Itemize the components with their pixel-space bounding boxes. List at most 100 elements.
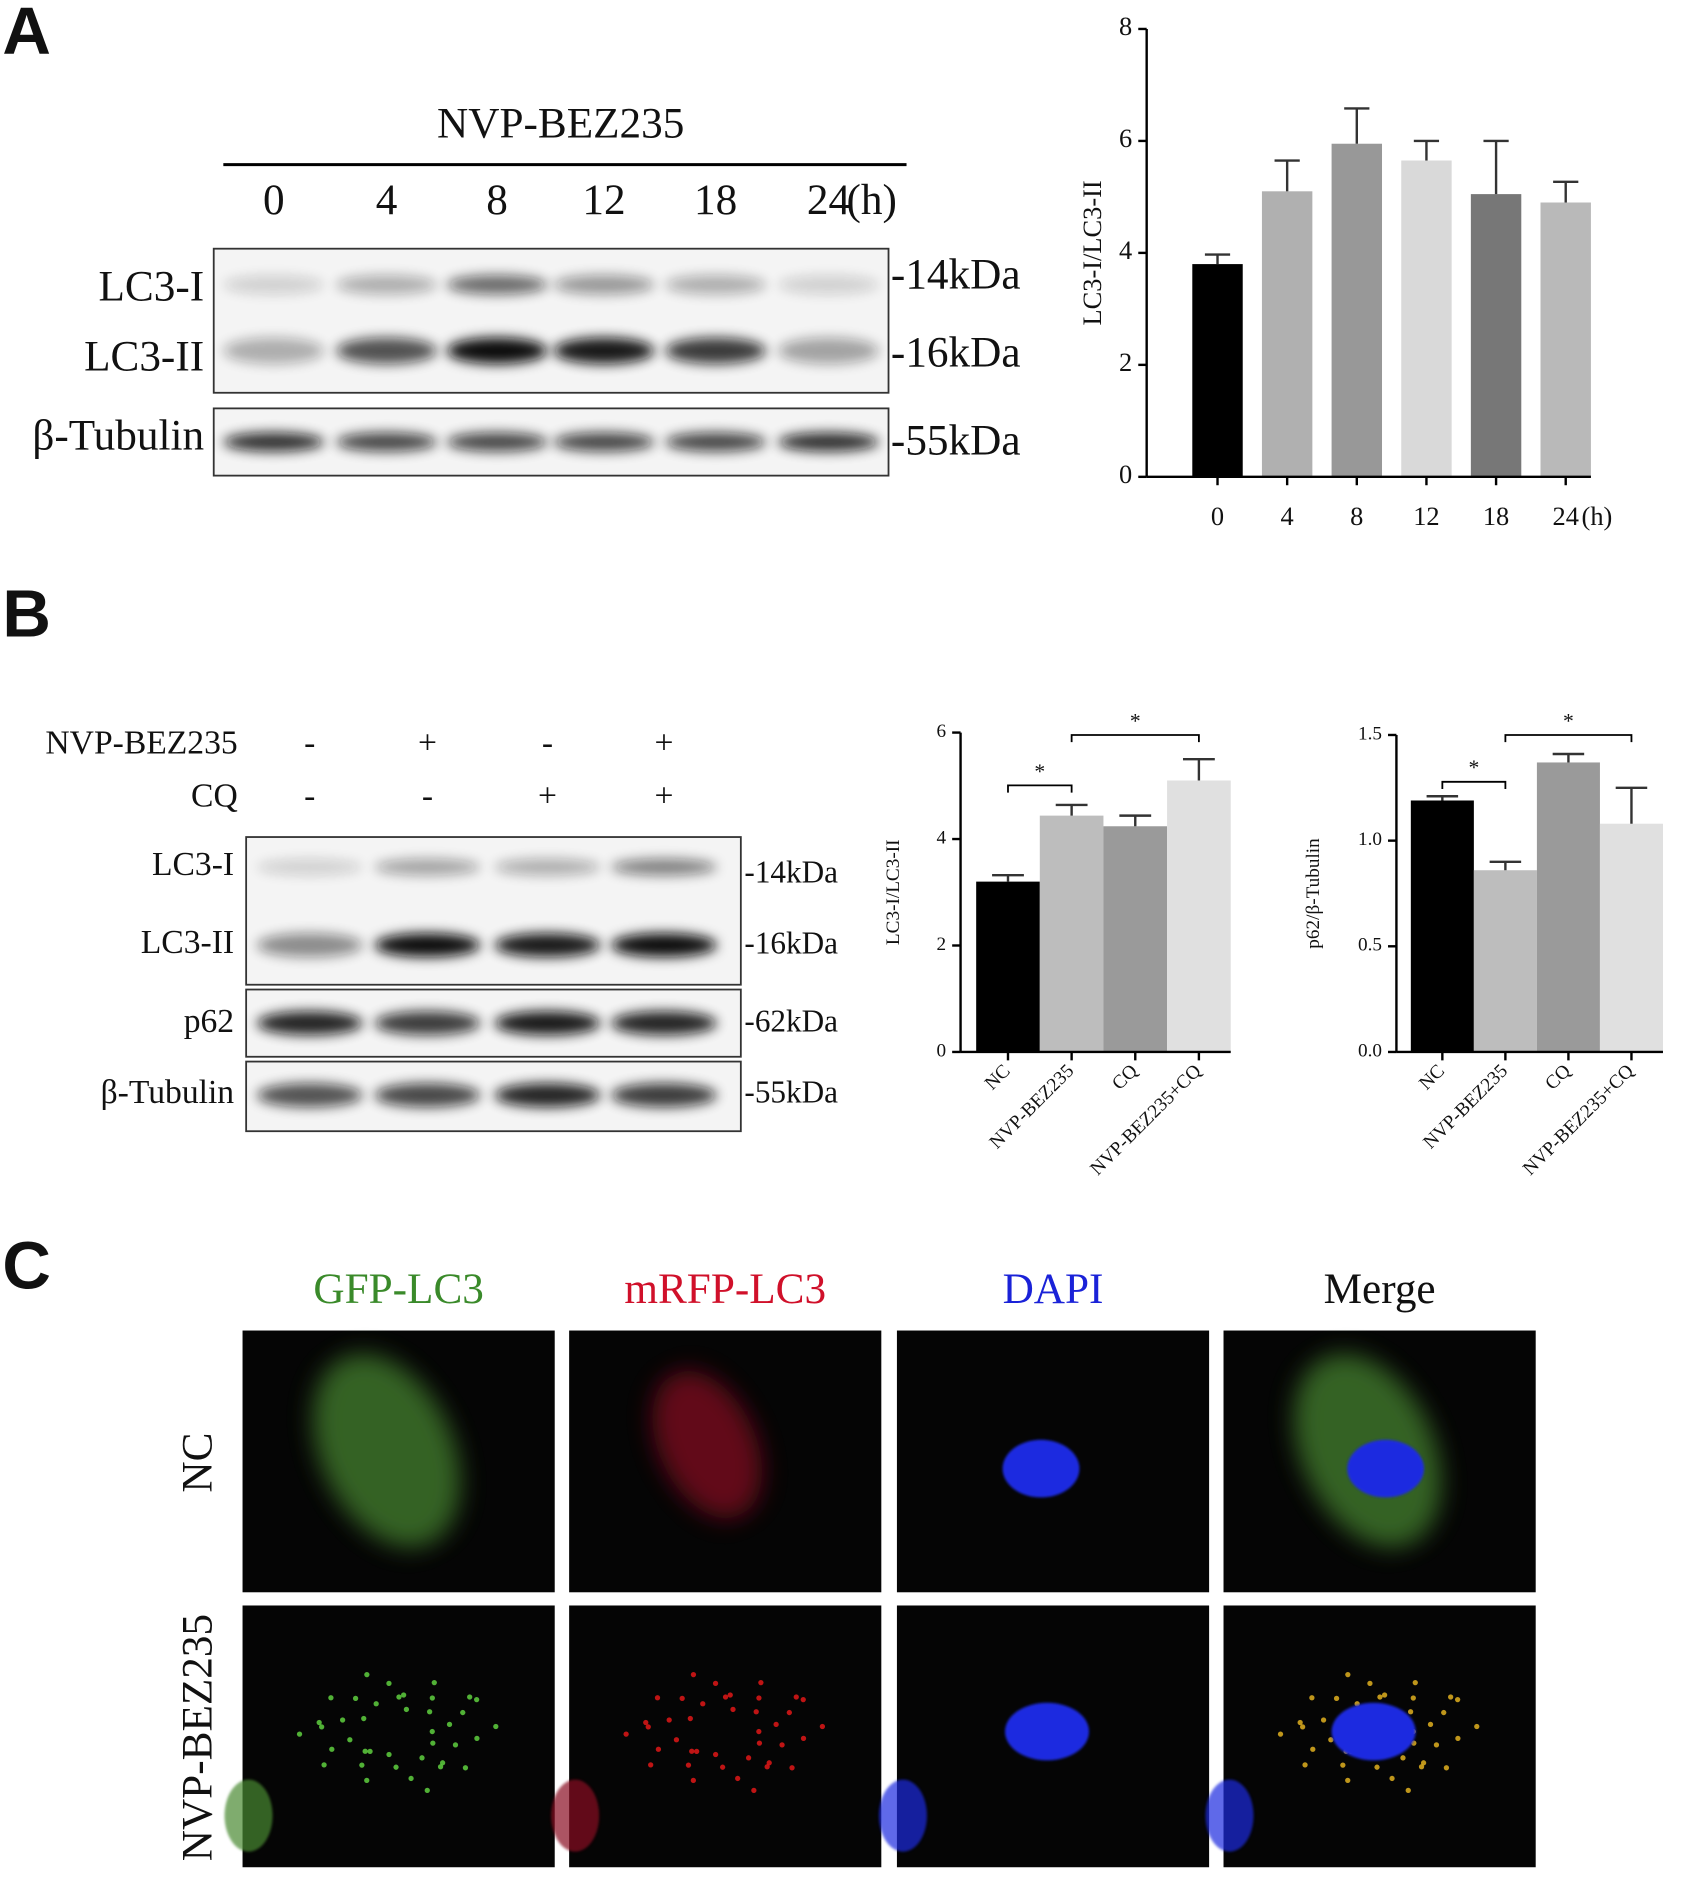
significance-bracket: [1070, 734, 1200, 743]
puncta: [364, 1777, 370, 1784]
puncta: [751, 1787, 757, 1793]
row-label: NVP-BEZ235: [45, 725, 237, 762]
bar: [1599, 823, 1663, 1052]
y-axis-label: LC3-I/LC3-II: [1077, 180, 1107, 325]
puncta: [1297, 1719, 1303, 1726]
puncta: [793, 1694, 799, 1700]
y-tick-label: 6: [937, 721, 947, 742]
band: [256, 1011, 363, 1036]
band: [665, 275, 767, 295]
edge-cell: [878, 1779, 927, 1852]
puncta: [1277, 1731, 1284, 1737]
bar: [1331, 143, 1383, 477]
puncta: [1345, 1671, 1351, 1678]
x-tick-label: CQ: [1108, 1060, 1142, 1094]
puncta: [364, 1671, 370, 1678]
puncta: [359, 1762, 365, 1768]
puncta: [430, 1740, 436, 1746]
band: [665, 337, 767, 364]
nucleus: [1347, 1439, 1425, 1498]
puncta: [712, 1680, 719, 1686]
y-tick-label: 2: [937, 934, 947, 955]
band: [336, 275, 438, 295]
puncta: [426, 1709, 433, 1715]
band: [778, 275, 879, 295]
puncta: [1454, 1697, 1461, 1703]
puncta: [1309, 1695, 1315, 1701]
puncta: [1443, 1765, 1450, 1771]
edge-cell: [551, 1779, 600, 1852]
puncta: [766, 1760, 772, 1766]
band: [374, 1083, 481, 1108]
significance-bracket: [1007, 784, 1073, 793]
significance-label: *: [1034, 759, 1045, 783]
bar: [1536, 762, 1600, 1052]
sign: -: [542, 725, 553, 762]
puncta: [386, 1751, 392, 1758]
protein-label: LC3-II: [141, 924, 234, 961]
size-label: -16kDa: [744, 925, 838, 960]
puncta: [819, 1723, 826, 1730]
puncta: [329, 1746, 335, 1752]
band: [336, 432, 438, 452]
significance-bracket: [1504, 734, 1633, 743]
puncta: [437, 1764, 444, 1770]
nucleus: [1331, 1702, 1416, 1761]
edge-cell: [1205, 1779, 1254, 1852]
puncta: [1320, 1717, 1327, 1723]
channel-label: Merge: [1324, 1265, 1436, 1313]
puncta: [779, 1742, 785, 1748]
row-label: CQ: [191, 777, 238, 814]
puncta: [753, 1709, 759, 1715]
puncta: [800, 1697, 806, 1703]
sign: +: [538, 777, 557, 814]
y-tick-label: 4: [1119, 235, 1132, 265]
band: [256, 858, 363, 876]
band: [494, 1011, 601, 1036]
puncta: [690, 1671, 697, 1678]
cell: [652, 1371, 762, 1519]
band: [494, 1083, 601, 1108]
size-label: -14kDa: [891, 251, 1021, 299]
puncta: [1420, 1760, 1427, 1766]
puncta: [727, 1692, 733, 1698]
y-tick-label: 0: [937, 1040, 947, 1061]
x-tick-label: 4: [1281, 501, 1294, 531]
y-axis-label: p62/β-Tubulin: [1303, 838, 1324, 949]
puncta: [408, 1775, 414, 1782]
significance-label: *: [1468, 756, 1479, 780]
puncta: [1302, 1762, 1308, 1768]
puncta: [764, 1764, 770, 1770]
band: [374, 933, 481, 958]
puncta: [474, 1735, 480, 1742]
bar: [1401, 160, 1452, 477]
band: [611, 1011, 717, 1036]
puncta: [1389, 1775, 1395, 1782]
sign: -: [304, 725, 315, 762]
x-tick-label: NVP-BEZ235+CQ: [1519, 1060, 1638, 1179]
bar: [1470, 194, 1522, 477]
puncta: [361, 1715, 367, 1722]
band: [611, 1083, 717, 1108]
bar: [1039, 815, 1104, 1052]
treatment-label: NVP-BEZ235: [437, 99, 684, 147]
puncta: [328, 1695, 334, 1701]
puncta: [467, 1694, 473, 1700]
blot-frame: [212, 247, 890, 394]
puncta: [756, 1695, 762, 1701]
bar: [1540, 202, 1591, 477]
band: [336, 337, 438, 364]
puncta: [654, 1695, 661, 1701]
puncta: [712, 1751, 719, 1758]
bar: [1103, 826, 1168, 1052]
puncta: [1448, 1694, 1454, 1700]
puncta: [1410, 1695, 1416, 1701]
puncta: [1405, 1787, 1411, 1793]
puncta: [424, 1787, 430, 1793]
puncta: [1407, 1709, 1414, 1715]
band: [553, 337, 655, 364]
bar: [1473, 870, 1537, 1052]
band: [778, 432, 879, 452]
lane-label: 8: [486, 176, 508, 224]
